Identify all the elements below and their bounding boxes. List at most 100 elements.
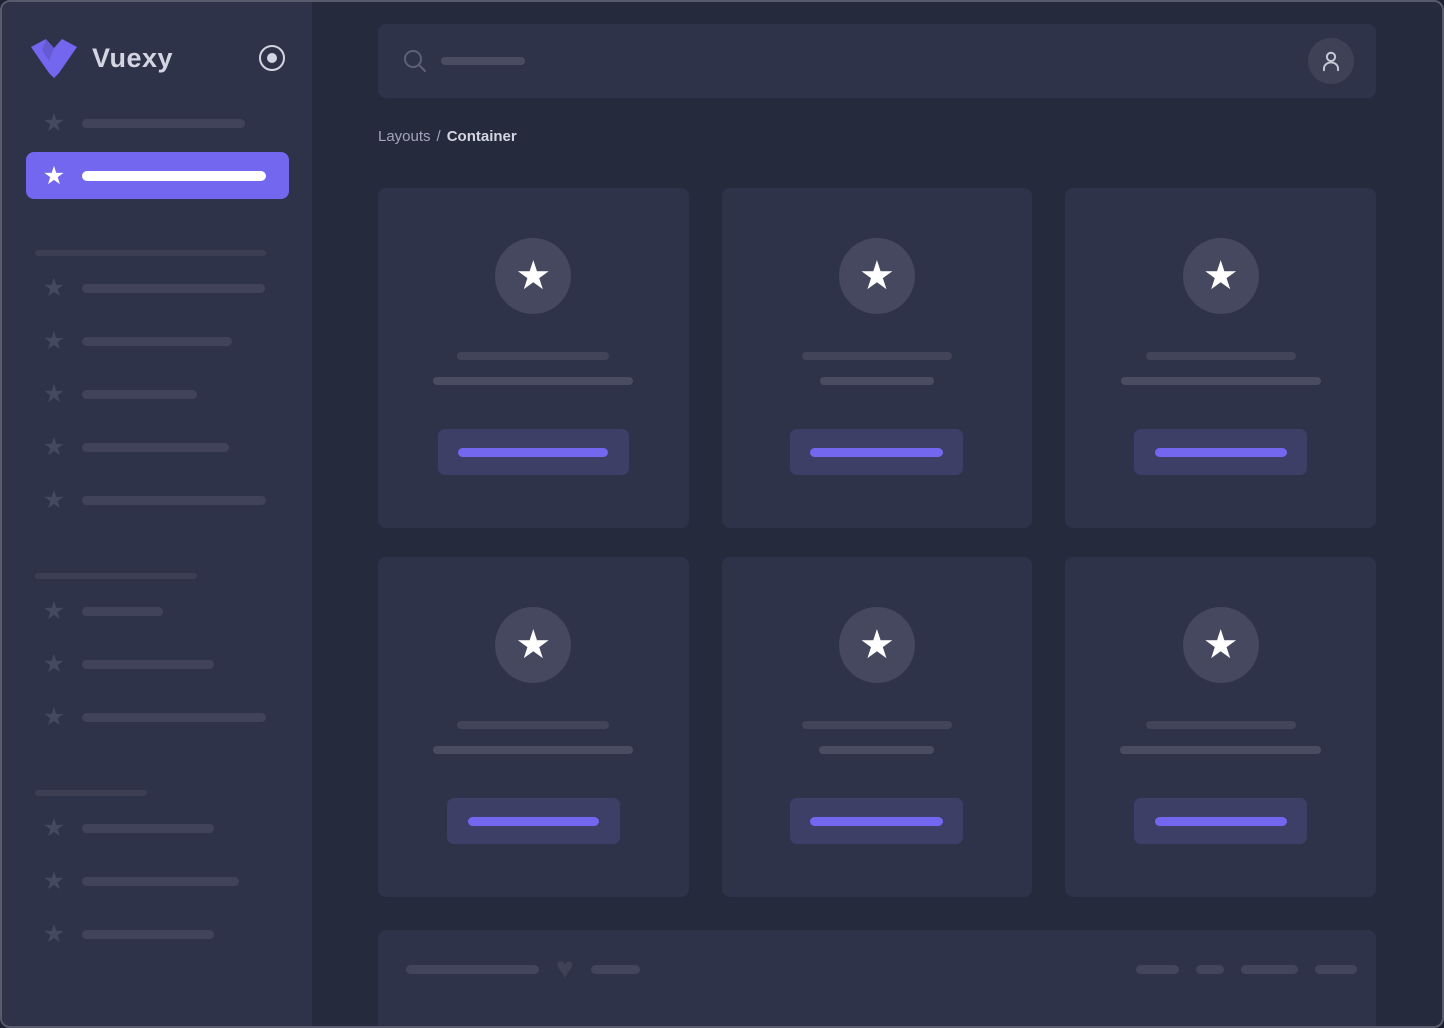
sidebar-menu: ★ ★ ★ ★ ★ ★ ★ ★ ★ ★ ★ ★ ★ (2, 78, 312, 948)
card-button[interactable] (437, 429, 629, 475)
skeleton-line (1120, 746, 1322, 754)
skeleton-bar (82, 876, 239, 886)
card-button[interactable] (1134, 798, 1308, 844)
skeleton-line (457, 352, 610, 360)
feature-card: ★ (721, 188, 1033, 528)
sidebar-item[interactable]: ★ (2, 650, 312, 678)
breadcrumb-current: Container (446, 128, 517, 145)
feature-card: ★ (378, 557, 689, 897)
sidebar-item[interactable]: ★ (2, 109, 312, 137)
footer-bar: ♥ (378, 930, 1376, 1026)
footer-right (1136, 956, 1357, 982)
main-content: Layouts / Container ★ ★ ★ ★ ★ ★ ♥ (312, 2, 1442, 1026)
skeleton-line (801, 352, 952, 360)
sidebar-logo-row: Vuexy (30, 38, 285, 78)
button-label-skeleton (467, 816, 599, 826)
sidebar-section-header-skeleton (35, 250, 266, 256)
star-icon: ★ (42, 650, 66, 678)
sidebar-item[interactable]: ★ (2, 433, 312, 461)
skeleton-line (1196, 964, 1224, 974)
breadcrumb: Layouts / Container (378, 128, 1376, 145)
button-label-skeleton (458, 447, 609, 457)
card-button[interactable] (446, 798, 620, 844)
radio-circle-icon (267, 53, 277, 63)
feature-card: ★ (378, 188, 689, 528)
card-icon-circle: ★ (495, 607, 572, 683)
search-input[interactable] (378, 24, 1376, 98)
card-button[interactable] (790, 429, 964, 475)
star-icon: ★ (42, 380, 66, 408)
skeleton-line (819, 377, 934, 385)
sidebar-item[interactable]: ★ (2, 920, 312, 948)
card-icon-circle: ★ (838, 238, 915, 314)
user-avatar[interactable] (1308, 38, 1354, 84)
star-icon: ★ (42, 486, 66, 514)
search-icon (404, 50, 426, 72)
vuexy-logo-icon (31, 39, 77, 78)
skeleton-bar (82, 336, 232, 346)
sidebar-item[interactable]: ★ (2, 380, 312, 408)
skeleton-bar (82, 495, 266, 505)
skeleton-bar (82, 606, 163, 616)
sidebar-item-active[interactable]: ★ (26, 152, 289, 199)
card-icon-circle: ★ (495, 238, 572, 314)
search-placeholder-skeleton (441, 57, 525, 65)
skeleton-bar (82, 712, 266, 722)
feature-card: ★ (1065, 188, 1376, 528)
sidebar-item[interactable]: ★ (2, 276, 312, 301)
star-icon: ★ (42, 920, 66, 948)
skeleton-line (801, 721, 952, 729)
menu-collapse-toggle[interactable] (259, 45, 285, 71)
skeleton-line (457, 721, 610, 729)
sidebar: Vuexy ★ ★ ★ ★ ★ ★ ★ ★ ★ ★ ★ ★ ★ (2, 2, 312, 1026)
star-icon: ★ (1202, 254, 1239, 298)
star-icon: ★ (42, 109, 66, 137)
card-icon-circle: ★ (1182, 607, 1259, 683)
star-icon: ★ (42, 703, 66, 731)
button-label-skeleton (810, 816, 944, 826)
breadcrumb-link-layouts[interactable]: Layouts (378, 128, 431, 145)
star-icon: ★ (1202, 623, 1239, 667)
star-icon: ★ (42, 433, 66, 461)
skeleton-bar (82, 283, 265, 293)
button-label-skeleton (1154, 816, 1287, 826)
skeleton-line (1241, 964, 1298, 974)
star-icon: ★ (859, 254, 895, 298)
star-icon: ★ (42, 867, 66, 895)
button-label-skeleton (810, 447, 944, 457)
sidebar-item[interactable]: ★ (2, 703, 312, 731)
breadcrumb-separator: / (436, 128, 441, 145)
star-icon: ★ (515, 254, 552, 298)
skeleton-line (1136, 964, 1179, 974)
feature-card: ★ (1065, 557, 1376, 897)
star-icon: ★ (42, 161, 66, 190)
star-icon: ★ (42, 327, 66, 355)
star-icon: ★ (859, 623, 895, 667)
skeleton-line (433, 377, 634, 385)
card-button[interactable] (1134, 429, 1308, 475)
sidebar-section-header-skeleton (35, 573, 197, 579)
footer-left: ♥ (406, 952, 640, 985)
skeleton-line (1315, 964, 1357, 974)
button-label-skeleton (1154, 447, 1287, 457)
skeleton-line (1145, 352, 1296, 360)
skeleton-line (1145, 721, 1296, 729)
skeleton-line (1120, 377, 1321, 385)
heart-icon: ♥ (556, 952, 574, 985)
sidebar-item[interactable]: ★ (2, 327, 312, 355)
skeleton-line (819, 746, 935, 754)
skeleton-bar (82, 170, 266, 181)
card-button[interactable] (790, 798, 964, 844)
star-icon: ★ (42, 814, 66, 842)
sidebar-item[interactable]: ★ (2, 599, 312, 624)
skeleton-bar (82, 823, 214, 833)
skeleton-line (590, 964, 640, 974)
sidebar-item[interactable]: ★ (2, 486, 312, 514)
sidebar-item[interactable]: ★ (2, 867, 312, 895)
sidebar-item[interactable]: ★ (2, 814, 312, 842)
skeleton-bar (82, 929, 214, 939)
card-grid: ★ ★ ★ ★ ★ ★ (378, 188, 1376, 897)
feature-card: ★ (721, 557, 1033, 897)
card-icon-circle: ★ (838, 607, 915, 683)
